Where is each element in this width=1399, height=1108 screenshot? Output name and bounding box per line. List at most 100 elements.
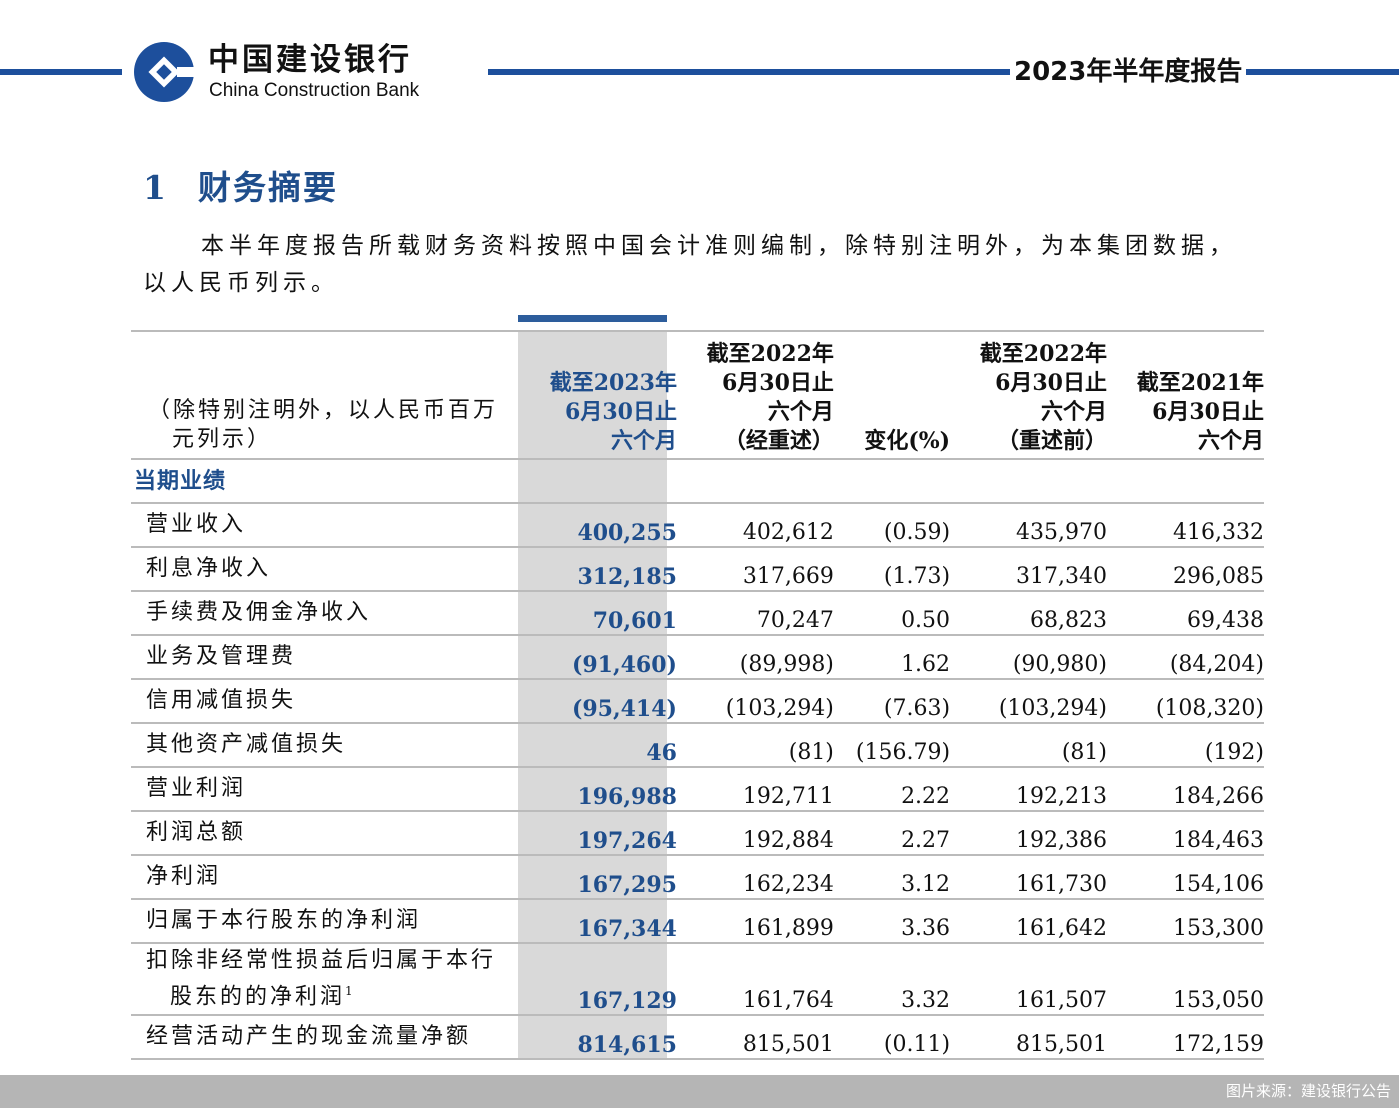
credit-overlay (0, 1075, 1399, 1108)
current-period-marker (518, 315, 667, 322)
cell-value: 1.62 (833, 635, 951, 680)
cell-value: 167,344 (520, 899, 677, 944)
cell-value: (81) (950, 723, 1107, 768)
table-row: 利息净收入 312,185 317,669 (1.73) 317,340 296,085 (131, 547, 1264, 592)
cell-value: 296,085 (1107, 547, 1264, 592)
unit-note: （除特别注明外，以人民币百万 元列示） (131, 330, 520, 460)
cell-value: 153,050 (1107, 943, 1264, 1016)
cell-value: 70,247 (676, 591, 834, 636)
col-change: 变化(%) (833, 330, 951, 460)
bank-name-cn: 中国建设银行 (208, 42, 412, 78)
col-2022h1-restated: 截至2022年 6月30日止 六个月 （经重述） (676, 330, 834, 460)
table-row: 扣除非经常性损益后归属于本行 股东的的净利润1 167,129 161,764 3.32… (131, 943, 1264, 1016)
cell-value: (84,204) (1107, 635, 1264, 680)
cell-value: 192,386 (950, 811, 1107, 856)
col-2022h1-original: 截至2022年 6月30日止 六个月 （重述前） (950, 330, 1107, 460)
cell-value: 317,669 (676, 547, 834, 592)
table-row: 归属于本行股东的净利润 167,344 161,899 3.36 161,642 153,… (131, 899, 1264, 944)
cell-value: 153,300 (1107, 899, 1264, 944)
row-label: 信用减值损失 (131, 679, 520, 724)
section-heading: 1 财务摘要 (143, 168, 338, 208)
cell-value: 184,463 (1107, 811, 1264, 856)
row-label: 利息净收入 (131, 547, 520, 592)
cell-value: (156.79) (833, 723, 951, 768)
cell-value: (89,998) (676, 635, 834, 680)
cell-value: 154,106 (1107, 855, 1264, 900)
cell-value: 196,988 (520, 767, 677, 812)
cell-value: (192) (1107, 723, 1264, 768)
ccb-logo-icon (134, 42, 195, 102)
cell-value: 2.22 (833, 767, 951, 812)
row-label: 营业利润 (131, 767, 520, 812)
table-row: 利润总额 197,264 192,884 2.27 192,386 184,463 (131, 811, 1264, 856)
cell-value: 197,264 (520, 811, 677, 856)
cell-value: 435,970 (950, 503, 1107, 548)
col-2021h1: 截至2021年 6月30日止 六个月 (1107, 330, 1264, 460)
row-label: 归属于本行股东的净利润 (131, 899, 520, 944)
section-title: 财务摘要 (197, 168, 338, 207)
row-label: 其他资产减值损失 (131, 723, 520, 768)
intro-paragraph: 本半年度报告所载财务资料按照中国会计准则编制，除特别注明外，为本集团数据，以人民… (143, 233, 1237, 296)
cell-value: (7.63) (833, 679, 951, 724)
cell-value: (81) (676, 723, 834, 768)
cell-value: 3.36 (833, 899, 951, 944)
cell-value: 162,234 (676, 855, 834, 900)
table-row: 经营活动产生的现金流量净额 814,615 815,501 (0.11) 815,501… (131, 1015, 1264, 1060)
cell-value: (0.59) (833, 503, 951, 548)
cell-value: (90,980) (950, 635, 1107, 680)
row-label: 经营活动产生的现金流量净额 (131, 1015, 520, 1060)
cell-value: 815,501 (950, 1015, 1107, 1060)
row-label: 营业收入 (131, 503, 520, 548)
table-header-row: （除特别注明外，以人民币百万 元列示） 截至2023年 6月30日止 六个月 截至20… (131, 330, 1264, 460)
cell-value: 3.32 (833, 943, 951, 1016)
row-label: 净利润 (131, 855, 520, 900)
cell-value: (0.11) (833, 1015, 951, 1060)
cell-value: 192,711 (676, 767, 834, 812)
cell-value: 172,159 (1107, 1015, 1264, 1060)
cell-value: 161,730 (950, 855, 1107, 900)
cell-value: (1.73) (833, 547, 951, 592)
header-rule-left (0, 69, 122, 75)
table-row: 营业收入 400,255 402,612 (0.59) 435,970 416,332 (131, 503, 1264, 548)
table-row: 业务及管理费 (91,460) (89,998) 1.62 (90,980) (84,20… (131, 635, 1264, 680)
cell-value: (91,460) (520, 635, 677, 680)
row-label: 扣除非经常性损益后归属于本行 股东的的净利润1 (131, 943, 520, 1016)
cell-value: 400,255 (520, 503, 677, 548)
cell-value: 68,823 (950, 591, 1107, 636)
cell-value: 402,612 (676, 503, 834, 548)
cell-value: 167,129 (520, 943, 677, 1016)
row-label: 业务及管理费 (131, 635, 520, 680)
cell-value: 3.12 (833, 855, 951, 900)
image-credit: 图片来源：建设银行公告 (1225, 1082, 1391, 1100)
bank-name-en: China Construction Bank (209, 80, 420, 101)
cell-value: (103,294) (950, 679, 1107, 724)
section-row: 当期业绩 (131, 459, 1264, 504)
cell-value: 416,332 (1107, 503, 1264, 548)
cell-value: 814,615 (520, 1015, 677, 1060)
cell-value: 70,601 (520, 591, 677, 636)
cell-value: 2.27 (833, 811, 951, 856)
cell-value: 312,185 (520, 547, 677, 592)
cell-value: (108,320) (1107, 679, 1264, 724)
cell-value: 184,266 (1107, 767, 1264, 812)
header-rule-right (488, 69, 1399, 75)
row-label: 手续费及佣金净收入 (131, 591, 520, 636)
table-row: 净利润 167,295 162,234 3.12 161,730 154,106 (131, 855, 1264, 900)
table-row: 信用减值损失 (95,414) (103,294) (7.63) (103,294) (1… (131, 679, 1264, 724)
section-number: 1 (143, 168, 166, 207)
cell-value: 815,501 (676, 1015, 834, 1060)
col-2023h1: 截至2023年 6月30日止 六个月 (520, 330, 677, 460)
table-row: 其他资产减值损失 46 (81) (156.79) (81) (192) (131, 723, 1264, 768)
cell-value: 192,884 (676, 811, 834, 856)
cell-value: 161,899 (676, 899, 834, 944)
cell-value: 0.50 (833, 591, 951, 636)
cell-value: (95,414) (520, 679, 677, 724)
cell-value: (103,294) (676, 679, 834, 724)
cell-value: 167,295 (520, 855, 677, 900)
cell-value: 46 (520, 723, 677, 768)
cell-value: 161,642 (950, 899, 1107, 944)
row-label: 利润总额 (131, 811, 520, 856)
report-title: 2023年半年度报告 (1010, 56, 1247, 88)
cell-value: 161,764 (676, 943, 834, 1016)
table-row: 营业利润 196,988 192,711 2.22 192,213 184,266 (131, 767, 1264, 812)
